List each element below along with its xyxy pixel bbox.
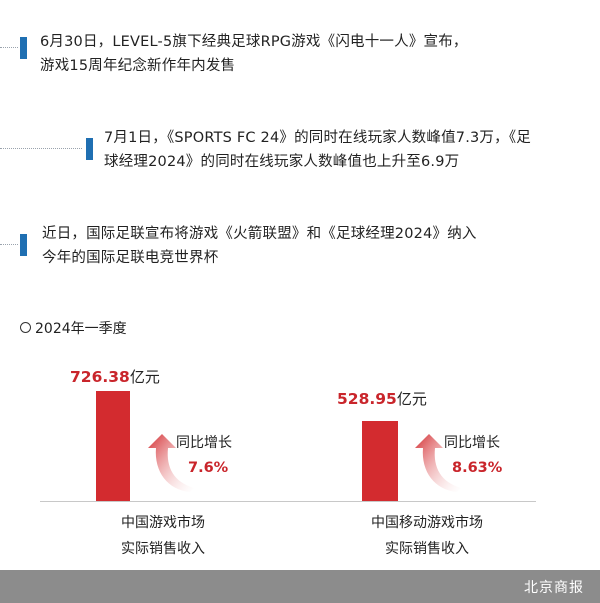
bar-value-label: 528.95亿元 [337, 388, 427, 409]
bar-value: 528.95 [337, 390, 397, 408]
caption-line: 实际销售收入 [121, 541, 205, 557]
section-label: 2024年一季度 [20, 318, 127, 338]
event-text: 7月1日，《SPORTS FC 24》的同时在线玩家人数峰值7.3万，《足 [104, 130, 531, 146]
growth-value: 8.63% [452, 460, 503, 476]
circle-bullet-icon [20, 322, 31, 333]
event-text: 游戏15周年纪念新作年内发售 [40, 58, 236, 74]
bar-caption: 中国游戏市场 实际销售收入 [98, 510, 228, 562]
brand-label: 北京商报 [524, 580, 584, 596]
timeline-connector [0, 244, 18, 245]
bar-value-label: 726.38亿元 [70, 366, 160, 387]
growth-arrow-icon [415, 434, 461, 492]
bar-game-market [96, 391, 130, 501]
timeline-marker [86, 138, 93, 160]
event-text: 球经理2024》的同时在线玩家人数峰值也上升至6.9万 [104, 154, 460, 170]
growth-arrow-icon [148, 434, 194, 492]
growth-label: 同比增长 [444, 435, 500, 451]
caption-line: 中国移动游戏市场 [371, 515, 483, 531]
event-text: 今年的国际足联电竞世界杯 [42, 250, 219, 266]
bar-caption: 中国移动游戏市场 实际销售收入 [352, 510, 502, 562]
caption-line: 实际销售收入 [385, 541, 469, 557]
timeline-connector [0, 47, 18, 48]
timeline-event: 近日，国际足联宣布将游戏《火箭联盟》和《足球经理2024》纳入 今年的国际足联电… [42, 222, 477, 270]
timeline-connector [0, 148, 82, 149]
footer-bar: 北京商报 [0, 570, 600, 603]
timeline-event: 6月30日，LEVEL-5旗下经典足球RPG游戏《闪电十一人》宣布， 游戏15周… [40, 30, 468, 78]
chart-baseline [40, 501, 536, 502]
timeline-event: 7月1日，《SPORTS FC 24》的同时在线玩家人数峰值7.3万，《足 球经… [104, 126, 531, 174]
growth-label: 同比增长 [176, 435, 232, 451]
timeline-marker [20, 37, 27, 59]
growth-value: 7.6% [188, 460, 229, 476]
caption-line: 中国游戏市场 [121, 515, 205, 531]
bar-unit: 亿元 [396, 390, 427, 408]
bar-unit: 亿元 [129, 368, 160, 386]
bar-mobile-game-market [362, 421, 398, 501]
event-text: 近日，国际足联宣布将游戏《火箭联盟》和《足球经理2024》纳入 [42, 226, 477, 242]
timeline-marker [20, 234, 27, 256]
section-label-text: 2024年一季度 [35, 321, 127, 337]
event-text: 6月30日，LEVEL-5旗下经典足球RPG游戏《闪电十一人》宣布， [40, 34, 468, 50]
bar-value: 726.38 [70, 368, 130, 386]
